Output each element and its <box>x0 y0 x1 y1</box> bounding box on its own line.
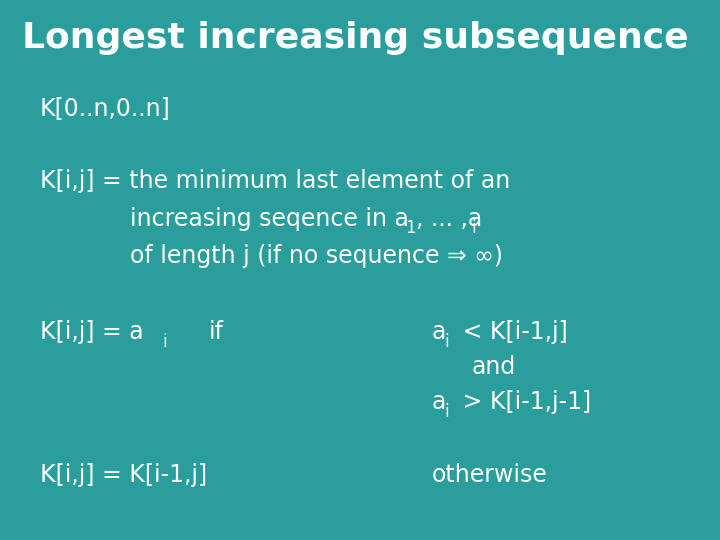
Text: , ... ,a: , ... ,a <box>416 207 482 231</box>
Text: i: i <box>471 219 475 238</box>
Text: K[i,j] = a: K[i,j] = a <box>40 320 143 344</box>
Text: of length j (if no sequence ⇒ ∞): of length j (if no sequence ⇒ ∞) <box>130 245 503 268</box>
Text: otherwise: otherwise <box>432 463 548 487</box>
Text: < K[i-1,j]: < K[i-1,j] <box>455 320 568 344</box>
Text: increasing seqence in a: increasing seqence in a <box>130 207 408 231</box>
Text: a: a <box>432 320 446 344</box>
Text: a: a <box>432 390 446 414</box>
Text: K[i,j] = K[i-1,j]: K[i,j] = K[i-1,j] <box>40 463 207 487</box>
Text: and: and <box>472 355 516 379</box>
Text: 1: 1 <box>405 219 415 238</box>
Text: i: i <box>162 333 166 351</box>
Text: i: i <box>444 403 449 421</box>
Text: if: if <box>209 320 224 344</box>
Text: > K[i-1,j-1]: > K[i-1,j-1] <box>455 390 591 414</box>
Text: K[0..n,0..n]: K[0..n,0..n] <box>40 96 171 120</box>
Text: K[i,j] = the minimum last element of an: K[i,j] = the minimum last element of an <box>40 169 510 193</box>
Text: Longest increasing subsequence: Longest increasing subsequence <box>22 21 688 55</box>
Text: i: i <box>444 333 449 351</box>
